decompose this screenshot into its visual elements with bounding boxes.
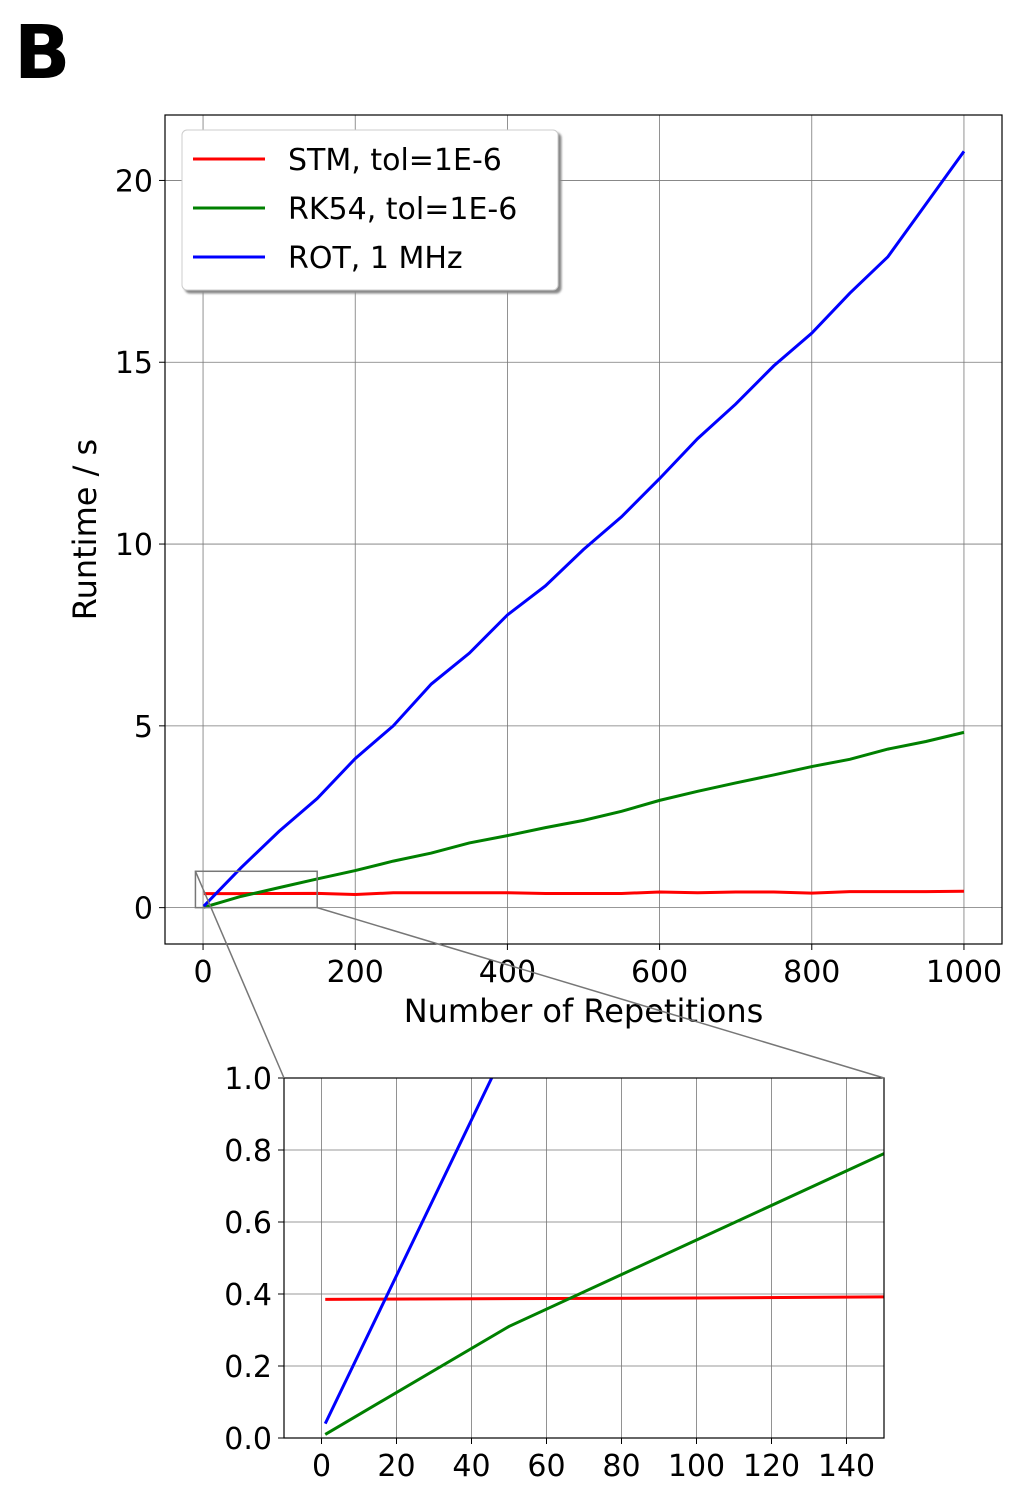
x-axis-label: Number of Repetitions: [404, 992, 764, 1030]
x-tick-label: 40: [452, 1449, 490, 1484]
x-tick-label: 80: [602, 1449, 640, 1484]
plot-frame: [164, 114, 1003, 945]
y-axis-label: Runtime / s: [66, 439, 104, 620]
panel-label: B: [14, 10, 70, 96]
y-tick-label: 10: [115, 528, 153, 563]
plot-frame: [283, 1077, 885, 1439]
legend-label: RK54, tol=1E-6: [288, 192, 517, 227]
x-tick-label: 120: [743, 1449, 800, 1484]
x-tick-label: 200: [327, 955, 384, 990]
y-tick-label: 20: [115, 164, 153, 199]
legend-label: ROT, 1 MHz: [288, 241, 463, 276]
y-tick-label: 5: [134, 710, 153, 745]
x-tick-label: 1000: [926, 955, 1002, 990]
x-tick-label: 60: [527, 1449, 565, 1484]
zoom-box: [194, 870, 318, 909]
series-line: [203, 889, 964, 897]
y-tick-label: 0.6: [224, 1206, 272, 1241]
x-tick-label: 400: [479, 955, 536, 990]
y-tick-label: 0.0: [224, 1422, 272, 1457]
x-tick-label: 100: [668, 1449, 725, 1484]
series-line: [325, 1295, 884, 1301]
x-tick-label: 0: [193, 955, 212, 990]
series-line: [202, 150, 966, 908]
y-tick-label: 15: [115, 346, 153, 381]
x-tick-label: 600: [631, 955, 688, 990]
y-tick-label: 0.2: [224, 1350, 272, 1385]
y-tick-label: 0: [134, 892, 153, 927]
x-tick-label: 20: [377, 1449, 415, 1484]
y-tick-label: 0.4: [224, 1278, 272, 1313]
x-tick-label: 800: [783, 955, 840, 990]
y-tick-label: 0.8: [224, 1134, 272, 1169]
x-tick-label: 140: [818, 1449, 875, 1484]
x-tick-label: 0: [312, 1449, 331, 1484]
y-tick-label: 1.0: [224, 1062, 272, 1097]
zoom-connector: [316, 906, 885, 1079]
legend-label: STM, tol=1E-6: [288, 143, 502, 178]
legend-box: [181, 129, 559, 291]
zoom-connector: [194, 870, 285, 1079]
series-line: [203, 730, 965, 909]
